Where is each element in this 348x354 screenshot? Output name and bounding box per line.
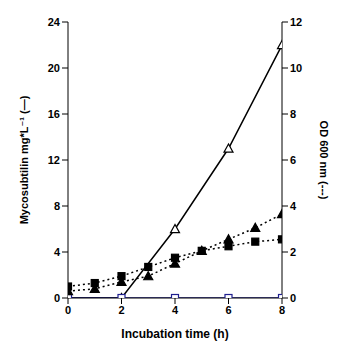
svg-text:Mycosubtilin mg*L⁻¹ (—): Mycosubtilin mg*L⁻¹ (—) — [18, 95, 30, 224]
svg-text:6: 6 — [225, 304, 231, 316]
svg-text:4: 4 — [54, 246, 61, 258]
svg-text:0: 0 — [54, 292, 60, 304]
svg-text:12: 12 — [48, 154, 60, 166]
svg-text:OD 600 nm (---): OD 600 nm (---) — [318, 121, 330, 200]
svg-text:24: 24 — [48, 16, 61, 28]
svg-text:4: 4 — [172, 304, 179, 316]
svg-text:20: 20 — [48, 62, 60, 74]
svg-text:8: 8 — [279, 304, 285, 316]
svg-text:0: 0 — [290, 292, 296, 304]
svg-text:8: 8 — [290, 108, 296, 120]
svg-text:16: 16 — [48, 108, 60, 120]
svg-text:8: 8 — [54, 200, 60, 212]
svg-text:12: 12 — [290, 16, 302, 28]
svg-text:2: 2 — [290, 246, 296, 258]
svg-text:2: 2 — [118, 304, 124, 316]
svg-text:4: 4 — [290, 200, 297, 212]
svg-text:0: 0 — [65, 304, 71, 316]
svg-text:10: 10 — [290, 62, 302, 74]
svg-text:6: 6 — [290, 154, 296, 166]
svg-text:Incubation time (h): Incubation time (h) — [121, 327, 228, 341]
